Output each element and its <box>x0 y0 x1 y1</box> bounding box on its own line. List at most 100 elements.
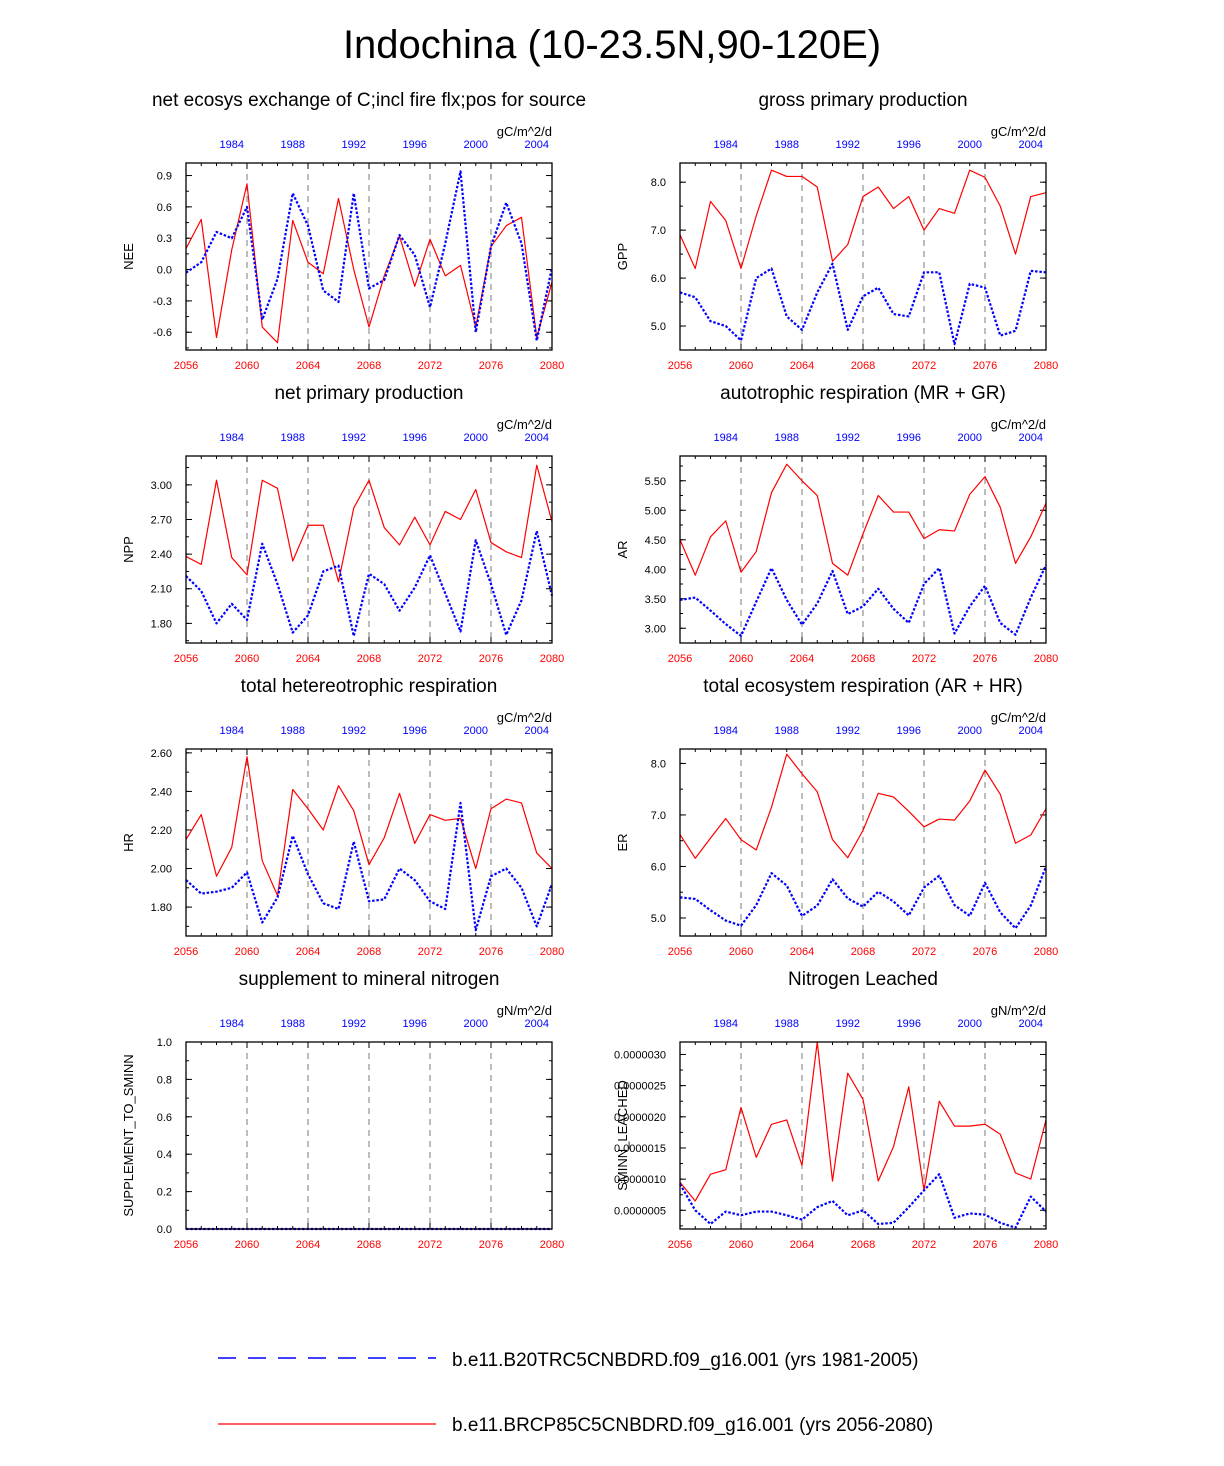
x-tick-label-bottom: 2056 <box>174 946 198 958</box>
chart-panel-2: gross primary production gC/m^2/d GPP 2056 2… <box>615 90 1058 372</box>
chart-title: autotrophic respiration (MR + GR) <box>720 383 1006 404</box>
x-tick-label-bottom: 2068 <box>357 360 381 372</box>
chart-panel-6: total ecosystem respiration (AR + HR) gC/… <box>615 676 1058 958</box>
y-tick-label: 0.3 <box>157 233 172 245</box>
y-axis-label: AR <box>615 540 630 558</box>
x-tick-label-bottom: 2068 <box>851 360 875 372</box>
chart-title: gross primary production <box>758 90 967 111</box>
x-tick-label-bottom: 2064 <box>296 946 320 958</box>
units-label: gN/m^2/d <box>497 1003 552 1018</box>
plot-frame <box>679 1041 1047 1230</box>
x-tick-label-top: 1988 <box>775 432 799 444</box>
plot-frame <box>185 1041 553 1230</box>
x-tick-label-bottom: 2072 <box>912 653 936 665</box>
x-tick-label-bottom: 2080 <box>540 653 564 665</box>
x-tick-label-bottom: 2076 <box>479 653 503 665</box>
x-tick-label-bottom: 2076 <box>973 360 997 372</box>
x-tick-label-top: 1992 <box>342 1018 366 1030</box>
x-tick-label-bottom: 2080 <box>540 1239 564 1251</box>
x-tick-label-bottom: 2060 <box>729 946 753 958</box>
y-axis-label: NPP <box>121 536 136 563</box>
x-tick-label-top: 1996 <box>403 725 427 737</box>
y-tick-label: 0.0000010 <box>614 1174 666 1186</box>
x-tick-label-bottom: 2068 <box>357 1239 381 1251</box>
chart-title: total hetereotrophic respiration <box>241 676 498 697</box>
y-axis-label: SUPPLEMENT_TO_SMINN <box>121 1054 136 1216</box>
y-tick-label: 1.80 <box>151 902 172 914</box>
y-tick-label: 0.0 <box>157 1224 172 1236</box>
plot-frame <box>185 455 553 644</box>
x-tick-label-bottom: 2072 <box>418 946 442 958</box>
y-tick-label: 2.70 <box>151 514 172 526</box>
plot-frame <box>679 748 1047 937</box>
y-tick-label: 0.4 <box>157 1149 172 1161</box>
y-tick-label: 1.0 <box>157 1037 172 1049</box>
x-tick-label-bottom: 2060 <box>729 1239 753 1251</box>
x-tick-label-bottom: 2060 <box>235 360 259 372</box>
x-tick-label-top: 2004 <box>525 432 549 444</box>
series-line-hist <box>185 170 554 342</box>
chart-panel-4: autotrophic respiration (MR + GR) gC/m^2/… <box>615 383 1058 665</box>
x-tick-label-top: 1984 <box>220 1018 244 1030</box>
series-line-hist <box>185 529 554 638</box>
x-tick-label-bottom: 2068 <box>851 1239 875 1251</box>
y-tick-label: -0.3 <box>153 296 172 308</box>
x-tick-label-top: 2004 <box>525 725 549 737</box>
x-tick-label-top: 1988 <box>281 1018 305 1030</box>
page-title: Indochina (10-23.5N,90-120E) <box>343 23 881 67</box>
x-tick-label-top: 1992 <box>342 432 366 444</box>
x-tick-label-bottom: 2068 <box>357 653 381 665</box>
y-tick-label: 0.0000005 <box>614 1205 666 1217</box>
x-tick-label-bottom: 2056 <box>668 653 692 665</box>
x-tick-label-top: 2000 <box>464 1018 488 1030</box>
x-tick-label-bottom: 2056 <box>668 1239 692 1251</box>
units-label: gC/m^2/d <box>497 417 552 432</box>
x-tick-label-top: 1996 <box>897 432 921 444</box>
y-tick-label: 2.00 <box>151 864 172 876</box>
x-tick-label-bottom: 2060 <box>235 946 259 958</box>
x-tick-label-bottom: 2056 <box>174 1239 198 1251</box>
chart-title: total ecosystem respiration (AR + HR) <box>703 676 1022 697</box>
x-tick-label-top: 1988 <box>281 725 305 737</box>
x-tick-label-top: 1992 <box>836 1018 860 1030</box>
chart-panel-8: Nitrogen Leached gN/m^2/d SMINN_LEACHED 205… <box>614 969 1058 1251</box>
x-tick-label-top: 2004 <box>1019 725 1043 737</box>
x-tick-label-top: 2000 <box>464 432 488 444</box>
x-tick-label-bottom: 2072 <box>912 946 936 958</box>
x-tick-label-bottom: 2068 <box>357 946 381 958</box>
x-tick-label-top: 1996 <box>897 1018 921 1030</box>
x-tick-label-top: 2004 <box>1019 432 1043 444</box>
plot-frame <box>185 748 553 937</box>
chart-panel-3: net primary production gC/m^2/d NPP 2056 206… <box>121 383 564 665</box>
chart-title: Nitrogen Leached <box>788 969 938 990</box>
x-tick-label-bottom: 2056 <box>174 653 198 665</box>
y-tick-label: 5.00 <box>645 505 666 517</box>
x-tick-label-top: 1992 <box>342 725 366 737</box>
x-tick-label-bottom: 2076 <box>973 1239 997 1251</box>
x-tick-label-top: 2004 <box>1019 139 1043 151</box>
x-tick-label-top: 1996 <box>897 139 921 151</box>
x-tick-label-bottom: 2060 <box>235 1239 259 1251</box>
series-line-hist <box>679 866 1048 930</box>
y-tick-label: 1.80 <box>151 618 172 630</box>
x-tick-label-top: 1992 <box>836 139 860 151</box>
x-tick-label-bottom: 2060 <box>235 653 259 665</box>
x-tick-label-bottom: 2076 <box>479 946 503 958</box>
y-tick-label: 3.00 <box>151 480 172 492</box>
y-tick-label: 2.60 <box>151 748 172 760</box>
units-label: gC/m^2/d <box>497 124 552 139</box>
x-tick-label-bottom: 2072 <box>418 653 442 665</box>
x-tick-label-bottom: 2068 <box>851 946 875 958</box>
x-tick-label-bottom: 2064 <box>296 360 320 372</box>
y-tick-label: 0.8 <box>157 1074 172 1086</box>
y-tick-label: 2.40 <box>151 549 172 561</box>
y-tick-label: 0.0000015 <box>614 1143 666 1155</box>
panels: net ecosys exchange of C;incl fire flx;p… <box>121 90 1058 1251</box>
x-tick-label-top: 1992 <box>836 725 860 737</box>
y-tick-label: 0.6 <box>157 202 172 214</box>
x-tick-label-top: 1988 <box>281 139 305 151</box>
units-label: gC/m^2/d <box>497 710 552 725</box>
y-tick-label: 8.0 <box>651 177 666 189</box>
series-line-future <box>185 756 553 897</box>
x-tick-label-bottom: 2064 <box>790 360 814 372</box>
